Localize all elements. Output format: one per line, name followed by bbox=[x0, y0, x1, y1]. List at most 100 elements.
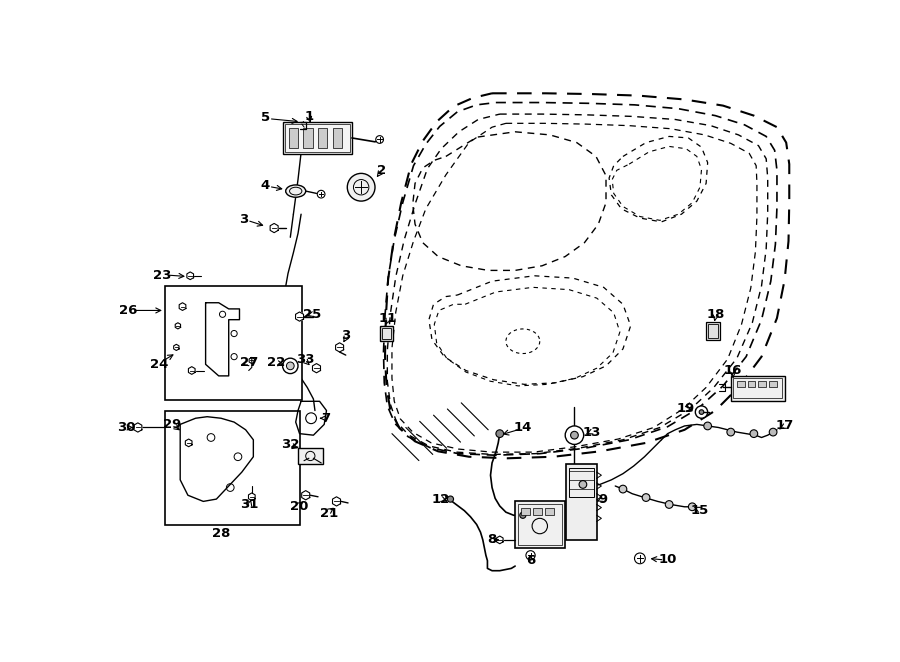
Circle shape bbox=[286, 362, 294, 370]
Circle shape bbox=[634, 553, 645, 564]
Polygon shape bbox=[249, 357, 255, 363]
Text: 3: 3 bbox=[341, 328, 350, 342]
Polygon shape bbox=[295, 312, 303, 321]
Bar bbox=[165, 286, 302, 400]
Text: 16: 16 bbox=[723, 364, 742, 377]
Polygon shape bbox=[187, 272, 194, 279]
Bar bbox=[515, 501, 565, 547]
Circle shape bbox=[376, 136, 383, 144]
Circle shape bbox=[619, 485, 626, 493]
Polygon shape bbox=[302, 491, 310, 500]
Bar bbox=[333, 128, 342, 148]
Bar bbox=[734, 378, 782, 399]
Bar bbox=[759, 381, 766, 387]
Text: 33: 33 bbox=[296, 354, 315, 366]
Circle shape bbox=[770, 428, 777, 436]
Circle shape bbox=[347, 173, 375, 201]
Circle shape bbox=[565, 426, 584, 444]
Bar bbox=[737, 381, 744, 387]
Text: 32: 32 bbox=[281, 438, 300, 451]
Bar bbox=[748, 381, 755, 387]
Circle shape bbox=[704, 422, 712, 430]
Polygon shape bbox=[332, 496, 340, 506]
Text: 8: 8 bbox=[488, 534, 497, 546]
Polygon shape bbox=[176, 323, 181, 329]
Bar bbox=[318, 128, 328, 148]
Text: 10: 10 bbox=[659, 553, 677, 567]
Polygon shape bbox=[270, 224, 278, 232]
Text: 15: 15 bbox=[691, 504, 709, 517]
Circle shape bbox=[699, 410, 704, 414]
Text: 27: 27 bbox=[240, 356, 258, 369]
Bar bbox=[545, 508, 554, 515]
Text: 12: 12 bbox=[431, 493, 450, 506]
Polygon shape bbox=[179, 303, 185, 310]
Text: 28: 28 bbox=[212, 527, 230, 540]
Bar bbox=[382, 328, 392, 339]
Text: 3: 3 bbox=[239, 213, 248, 226]
Polygon shape bbox=[497, 536, 503, 544]
Circle shape bbox=[750, 430, 758, 438]
Polygon shape bbox=[185, 439, 192, 447]
Bar bbox=[533, 508, 542, 515]
Bar bbox=[285, 124, 349, 152]
Circle shape bbox=[727, 428, 734, 436]
Bar bbox=[520, 508, 530, 515]
Circle shape bbox=[696, 406, 707, 418]
Circle shape bbox=[643, 494, 650, 501]
Bar bbox=[289, 128, 298, 148]
Circle shape bbox=[571, 432, 579, 439]
Circle shape bbox=[318, 190, 325, 198]
Text: 4: 4 bbox=[260, 179, 269, 192]
Bar bbox=[706, 322, 720, 340]
Text: 30: 30 bbox=[117, 421, 136, 434]
Text: 1: 1 bbox=[305, 110, 314, 123]
Bar bbox=[165, 410, 300, 524]
Text: 23: 23 bbox=[153, 269, 172, 281]
Text: 17: 17 bbox=[776, 420, 794, 432]
Text: 14: 14 bbox=[514, 421, 532, 434]
Text: 13: 13 bbox=[583, 426, 601, 439]
Text: 6: 6 bbox=[526, 554, 536, 567]
Circle shape bbox=[496, 430, 504, 438]
Polygon shape bbox=[188, 367, 195, 374]
Bar bbox=[283, 122, 352, 154]
Text: 21: 21 bbox=[320, 507, 338, 520]
Text: 5: 5 bbox=[261, 111, 270, 124]
Bar bbox=[518, 504, 562, 545]
Bar bbox=[298, 448, 322, 465]
Circle shape bbox=[447, 496, 454, 502]
Polygon shape bbox=[248, 493, 255, 500]
Polygon shape bbox=[174, 344, 179, 350]
Text: 26: 26 bbox=[120, 304, 138, 317]
Polygon shape bbox=[134, 423, 142, 432]
Text: 7: 7 bbox=[321, 412, 330, 425]
Circle shape bbox=[526, 551, 536, 560]
Bar bbox=[303, 128, 312, 148]
Circle shape bbox=[688, 503, 696, 510]
Text: 11: 11 bbox=[378, 312, 397, 324]
Text: 19: 19 bbox=[677, 402, 695, 416]
Circle shape bbox=[520, 512, 526, 518]
Bar bbox=[566, 465, 597, 540]
Polygon shape bbox=[312, 363, 320, 373]
Bar bbox=[569, 467, 594, 496]
Bar bbox=[731, 376, 785, 401]
Text: 24: 24 bbox=[150, 358, 168, 371]
Text: 9: 9 bbox=[598, 493, 608, 506]
Text: 20: 20 bbox=[291, 500, 309, 513]
Text: 25: 25 bbox=[302, 308, 321, 321]
Circle shape bbox=[579, 481, 587, 489]
Polygon shape bbox=[336, 343, 344, 352]
Bar bbox=[708, 324, 717, 338]
Circle shape bbox=[665, 500, 673, 508]
Text: 31: 31 bbox=[240, 498, 258, 511]
Bar bbox=[380, 326, 393, 341]
Text: 2: 2 bbox=[376, 164, 386, 177]
Ellipse shape bbox=[285, 185, 306, 197]
Text: 18: 18 bbox=[706, 308, 724, 321]
Text: 22: 22 bbox=[267, 356, 285, 369]
Circle shape bbox=[283, 358, 298, 373]
Bar bbox=[770, 381, 777, 387]
Text: 29: 29 bbox=[163, 418, 181, 431]
